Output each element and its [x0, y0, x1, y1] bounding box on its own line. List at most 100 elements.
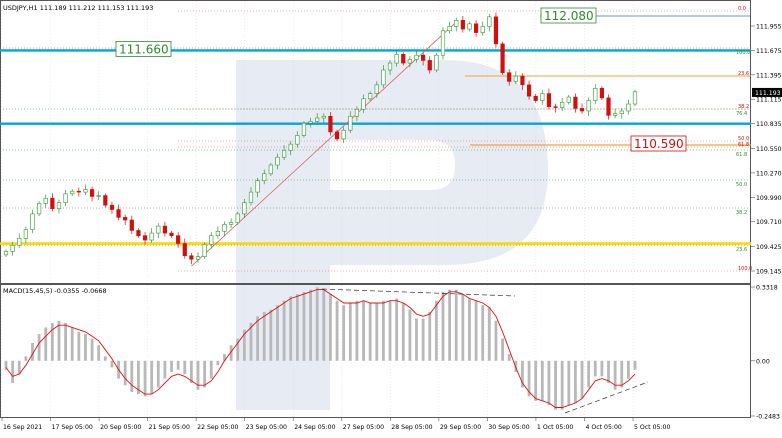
- candle-body: [37, 203, 42, 215]
- fib-label: 50.0: [738, 136, 749, 142]
- candle-body: [76, 190, 81, 193]
- candle-body: [613, 113, 618, 116]
- candle-body: [162, 225, 168, 234]
- candle-body: [507, 72, 512, 82]
- current-price-box: [752, 87, 782, 97]
- candle-body: [30, 213, 35, 230]
- level-box-112080: [540, 7, 597, 24]
- x-tick-label: 20 Sep 05:00: [100, 424, 141, 431]
- macd-bar: [256, 316, 259, 361]
- y-tick-label: 109.710: [756, 219, 782, 226]
- x-tick-label: 29 Sep 05:00: [440, 424, 481, 431]
- macd-bar: [262, 311, 266, 361]
- macd-bar: [282, 300, 286, 361]
- candle-body: [182, 243, 187, 257]
- y-tick-label: 109.990: [756, 195, 782, 202]
- candle-body: [553, 106, 558, 108]
- fib-label: 0.0: [738, 6, 746, 12]
- macd-bar: [4, 360, 8, 370]
- y-tick-label: 111.675: [756, 48, 782, 55]
- macd-bar: [97, 345, 101, 361]
- candle-body: [434, 54, 439, 71]
- candle-body: [275, 156, 280, 166]
- candle-body: [17, 238, 22, 246]
- macd-bar: [560, 360, 564, 410]
- fib-label-green: 100.0: [736, 50, 750, 56]
- macd-bar: [421, 318, 425, 361]
- macd-y-tick-label: -0.2483: [756, 414, 780, 421]
- macd-bar: [600, 360, 604, 377]
- macd-bar: [137, 360, 140, 395]
- macd-bar: [196, 360, 200, 390]
- y-tick-label: 110.550: [756, 146, 782, 153]
- candle-body: [89, 189, 95, 197]
- macd-bar: [461, 294, 465, 361]
- macd-bar: [626, 360, 630, 379]
- level-label-111660: 111.660: [119, 42, 169, 56]
- candle-body: [487, 16, 492, 27]
- fib-label-green: 38.2: [736, 210, 747, 216]
- candle-body: [255, 180, 260, 193]
- x-tick-label: 24 Sep 05:00: [294, 424, 335, 431]
- macd-bar: [289, 296, 293, 361]
- price-pane-frame: [0, 0, 751, 284]
- candle-body: [467, 23, 472, 30]
- macd-bar: [189, 360, 193, 384]
- macd-bar: [382, 300, 385, 361]
- candle-body: [176, 235, 181, 244]
- macd-bar: [547, 360, 551, 406]
- y-tick-label: 111.115: [756, 97, 782, 104]
- level-label-112080: 112.080: [544, 9, 594, 23]
- x-tick-label: 4 Oct 05:00: [585, 424, 621, 431]
- macd-y-tick-label: 0.3318: [756, 285, 778, 292]
- macd-bar: [534, 360, 538, 401]
- macd-bar: [540, 360, 544, 401]
- candle-body: [262, 173, 267, 182]
- y-tick-label: 111.395: [756, 72, 782, 79]
- candle-body: [308, 121, 313, 124]
- candle-body: [348, 115, 353, 131]
- x-tick-label: 22 Sep 05:00: [197, 424, 238, 431]
- y-tick-label: 109.145: [756, 269, 782, 276]
- macd-bar: [322, 289, 326, 361]
- macd-bar: [295, 294, 299, 361]
- candle-body: [334, 131, 340, 140]
- candle-body: [295, 135, 300, 145]
- macd-bar: [593, 360, 597, 377]
- macd-bar: [348, 302, 352, 361]
- candle-body: [116, 209, 121, 218]
- macd-bar: [408, 309, 412, 361]
- macd-bar: [236, 338, 240, 361]
- macd-bar: [17, 360, 21, 375]
- candle-body: [500, 43, 505, 73]
- macd-info: MACD(15,45,5) -0.0355 -0.0668: [3, 287, 107, 295]
- candle-body: [242, 202, 247, 215]
- candle-body: [573, 96, 578, 109]
- macd-bar: [375, 302, 379, 361]
- x-tick-label: 17 Sep 05:00: [52, 424, 93, 431]
- candle-body: [546, 93, 552, 107]
- x-tick-label: 21 Sep 05:00: [149, 424, 190, 431]
- candles-layer: [3, 12, 638, 265]
- level-box-110590: [630, 135, 687, 152]
- fib-label: 100.0: [738, 266, 752, 272]
- macd-bar: [209, 360, 213, 379]
- macd-bar: [150, 360, 154, 395]
- candle-body: [566, 96, 571, 103]
- macd-bar: [90, 338, 94, 361]
- candle-body: [222, 224, 227, 232]
- level-label-110590: 110.590: [634, 137, 684, 151]
- macd-bar: [103, 356, 107, 361]
- macd-bar: [329, 294, 332, 361]
- candle-body: [142, 235, 148, 241]
- fib-label-green: 50.0: [736, 182, 747, 188]
- macd-bar: [454, 289, 458, 361]
- candle-body: [387, 62, 393, 71]
- macd-bar: [401, 302, 405, 361]
- candle-body: [70, 190, 75, 195]
- fib-label: 61.8: [738, 142, 749, 148]
- candle-body: [407, 59, 412, 64]
- candle-body: [321, 115, 326, 119]
- candle-body: [268, 164, 273, 175]
- candle-body: [526, 84, 532, 97]
